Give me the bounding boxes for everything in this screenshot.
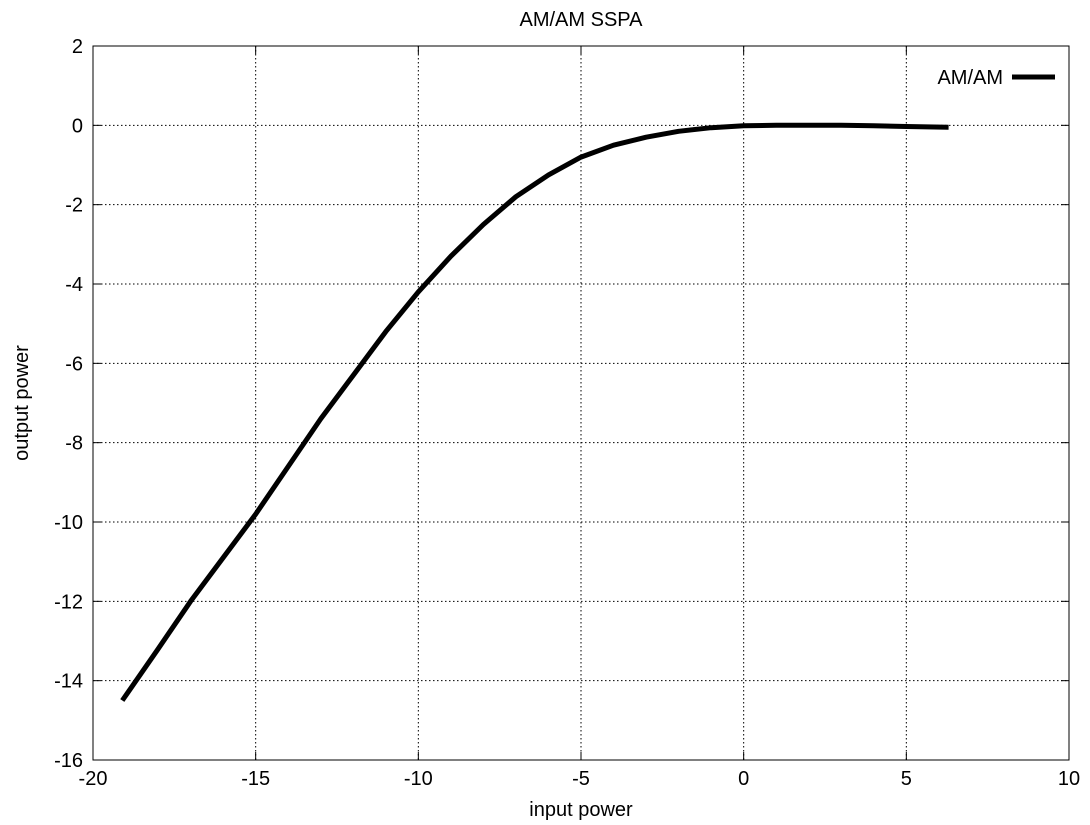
y-tick-label: 2	[72, 36, 83, 58]
x-axis-label: input power	[529, 799, 633, 821]
x-tick-label: 5	[901, 768, 912, 790]
series-line-0	[120, 122, 949, 702]
chart-title: AM/AM SSPA	[520, 9, 644, 31]
legend: AM/AM	[937, 67, 1055, 89]
y-tick-label: -12	[54, 591, 83, 613]
x-tick-label: -20	[79, 768, 108, 790]
y-tick-label: 0	[72, 115, 83, 137]
x-tick-label: -15	[241, 768, 270, 790]
x-tick-label: 0	[738, 768, 749, 790]
y-axis-label: output power	[11, 345, 33, 461]
legend-label: AM/AM	[937, 67, 1003, 89]
x-tick-label: 10	[1058, 768, 1080, 790]
y-tick-label: -6	[65, 353, 83, 375]
series-layer	[120, 122, 949, 702]
y-tick-label: -4	[65, 274, 83, 296]
y-tick-label: -14	[54, 671, 83, 693]
y-tick-label: -10	[54, 512, 83, 534]
x-tick-label: -10	[404, 768, 433, 790]
y-tick-label: -2	[65, 195, 83, 217]
grid-layer	[93, 46, 1069, 760]
y-tick-label: -16	[54, 750, 83, 772]
tick-layer: -20 -15 -10 -5 0 5 10 2 0 -2 -4 -6 -8 -10 -12 -14 -16	[54, 36, 1080, 790]
x-tick-label: -5	[572, 768, 590, 790]
y-tick-label: -8	[65, 433, 83, 455]
